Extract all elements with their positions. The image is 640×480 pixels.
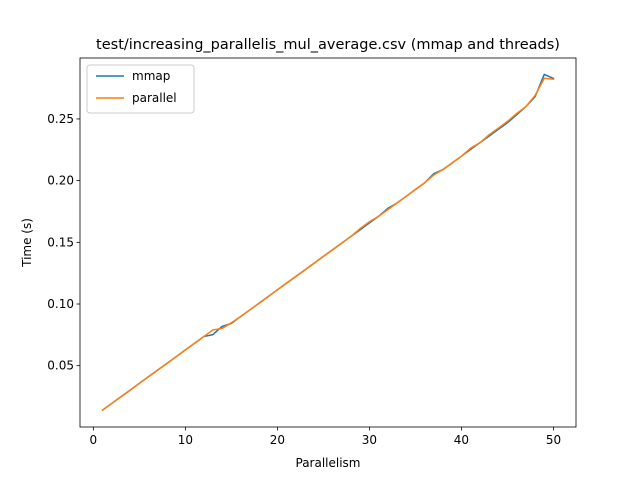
y-axis: 0.05 0.10 0.15 0.20 0.25 (47, 112, 80, 373)
plot-area (80, 58, 576, 427)
x-tick-label: 0 (90, 433, 98, 447)
legend-label-parallel: parallel (132, 91, 177, 105)
legend: mmap parallel (86, 64, 195, 114)
x-tick-label: 10 (178, 433, 193, 447)
y-tick-label: 0.25 (47, 112, 74, 126)
x-tick-label: 40 (454, 433, 469, 447)
legend-label-mmap: mmap (132, 69, 170, 83)
series-layer (101, 73, 555, 412)
y-tick-label: 0.20 (47, 174, 74, 188)
y-tick-label: 0.10 (47, 297, 74, 311)
plot-background (80, 58, 576, 427)
chart-title: test/increasing_parallelis_mul_average.c… (96, 37, 560, 53)
x-tick-label: 20 (270, 433, 285, 447)
legend-box (86, 64, 195, 114)
y-tick-label: 0.15 (47, 235, 74, 249)
series-line-parallel (101, 77, 555, 412)
x-tick-label: 50 (546, 433, 561, 447)
y-axis-label: Time (s) (20, 218, 34, 268)
x-tick-label: 30 (362, 433, 377, 447)
x-axis-label: Parallelism (296, 456, 361, 470)
y-tick-label: 0.05 (47, 359, 74, 373)
x-axis: 0 10 20 30 40 50 (90, 427, 561, 447)
